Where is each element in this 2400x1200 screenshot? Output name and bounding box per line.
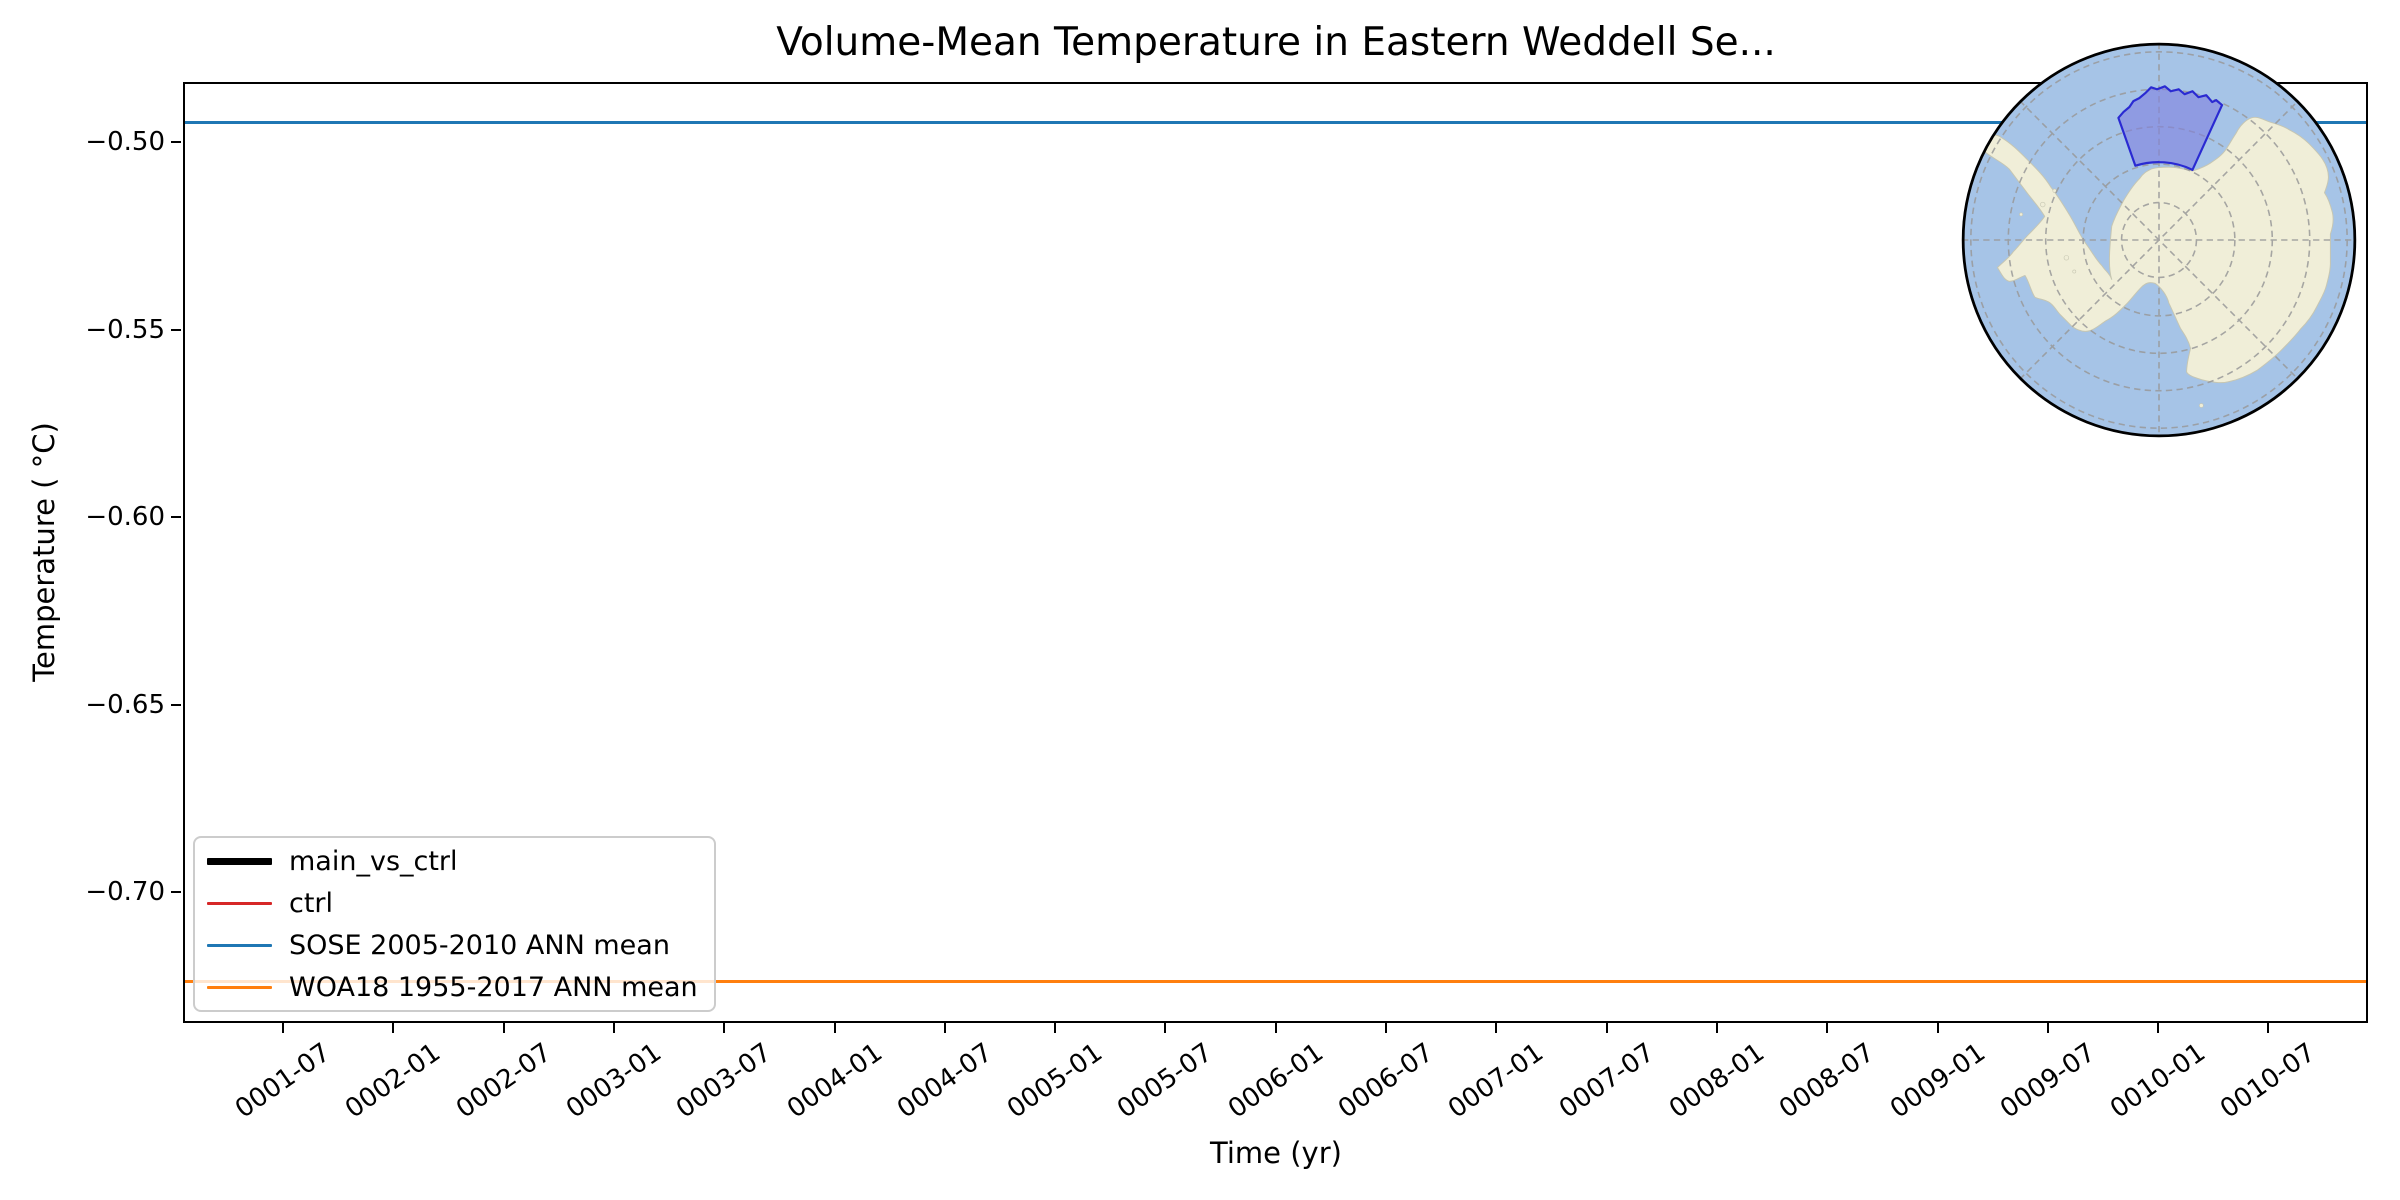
x-tick xyxy=(1715,1023,1718,1033)
x-axis-label: Time (yr) xyxy=(1210,1136,1342,1170)
x-tick xyxy=(2157,1023,2160,1033)
x-tick-label: 0003-01 xyxy=(560,1037,667,1125)
island-specks xyxy=(2019,188,2204,408)
legend-line-swatch xyxy=(207,943,272,947)
sose-mean-line xyxy=(185,121,2366,124)
x-tick-label: 0004-01 xyxy=(781,1037,888,1125)
x-tick-label: 0010-01 xyxy=(2104,1037,2212,1125)
legend-item-label: SOSE 2005-2010 ANN mean xyxy=(289,929,670,961)
x-tick-label: 0009-01 xyxy=(1884,1037,1991,1125)
legend-line-swatch xyxy=(207,985,272,989)
x-tick xyxy=(392,1023,395,1033)
x-tick xyxy=(1495,1023,1498,1033)
x-tick xyxy=(943,1023,946,1033)
x-tick xyxy=(723,1023,726,1033)
antarctica-landmass xyxy=(1979,116,2334,384)
legend-line-swatch xyxy=(207,901,272,905)
x-tick-label: 0001-07 xyxy=(229,1037,337,1125)
x-tick xyxy=(282,1023,284,1033)
legend-item: main_vs_ctrl xyxy=(195,840,714,882)
y-tick xyxy=(171,516,181,518)
y-tick xyxy=(171,328,181,331)
x-tick-label: 0002-07 xyxy=(450,1037,557,1125)
y-tick-label: −0.55 xyxy=(85,314,165,345)
y-tick xyxy=(171,703,181,706)
x-tick xyxy=(502,1023,505,1033)
x-tick-label: 0006-01 xyxy=(1222,1037,1329,1125)
y-axis-label: Temperature ( °C) xyxy=(27,422,61,682)
x-tick-label: 0007-01 xyxy=(1443,1037,1550,1125)
x-tick xyxy=(1274,1023,1277,1033)
legend-item-label: main_vs_ctrl xyxy=(289,845,458,877)
region-highlight-eastern-weddell xyxy=(2117,85,2224,171)
chart-title: Volume-Mean Temperature in Eastern Wedde… xyxy=(776,20,1776,65)
y-tick-label: −0.50 xyxy=(85,127,165,157)
x-tick xyxy=(833,1023,836,1033)
x-tick-label: 0009-07 xyxy=(1994,1037,2101,1125)
legend-item: WOA18 1955-2017 ANN mean xyxy=(195,966,714,1008)
x-tick xyxy=(1164,1023,1167,1033)
antarctica-inset-map xyxy=(1961,42,2357,438)
x-tick-label: 0006-07 xyxy=(1332,1037,1440,1125)
y-tick xyxy=(171,141,181,143)
x-tick-label: 0002-01 xyxy=(340,1037,447,1125)
x-tick xyxy=(1054,1023,1057,1033)
y-tick-label: −0.65 xyxy=(85,689,165,720)
y-tick xyxy=(171,891,181,893)
x-tick-label: 0008-01 xyxy=(1663,1037,1770,1125)
legend-item-label: ctrl xyxy=(289,887,334,919)
legend-item-label: WOA18 1955-2017 ANN mean xyxy=(289,971,698,1003)
x-tick xyxy=(1385,1023,1387,1033)
legend-item: SOSE 2005-2010 ANN mean xyxy=(195,924,714,966)
x-tick-label: 0005-01 xyxy=(1001,1037,1109,1125)
y-tick-label: −0.70 xyxy=(85,877,165,907)
legend-line-swatch xyxy=(207,857,272,865)
y-tick-label: −0.60 xyxy=(85,502,165,532)
x-tick xyxy=(612,1023,615,1033)
x-tick-label: 0003-07 xyxy=(671,1037,778,1125)
x-tick-label: 0008-07 xyxy=(1774,1037,1881,1125)
legend-item: ctrl xyxy=(195,882,714,924)
x-tick xyxy=(2046,1023,2049,1033)
x-tick-label: 0005-07 xyxy=(1112,1037,1219,1125)
woa18-mean-line xyxy=(185,980,2366,983)
globe-rim xyxy=(1961,42,2357,438)
x-tick-label: 0004-07 xyxy=(891,1037,998,1125)
x-tick xyxy=(1936,1023,1939,1033)
x-tick xyxy=(1826,1023,1829,1033)
x-tick xyxy=(1605,1023,1608,1033)
x-tick xyxy=(2267,1023,2270,1033)
x-tick-label: 0010-07 xyxy=(2215,1037,2322,1125)
x-tick-label: 0007-07 xyxy=(1553,1037,1660,1125)
